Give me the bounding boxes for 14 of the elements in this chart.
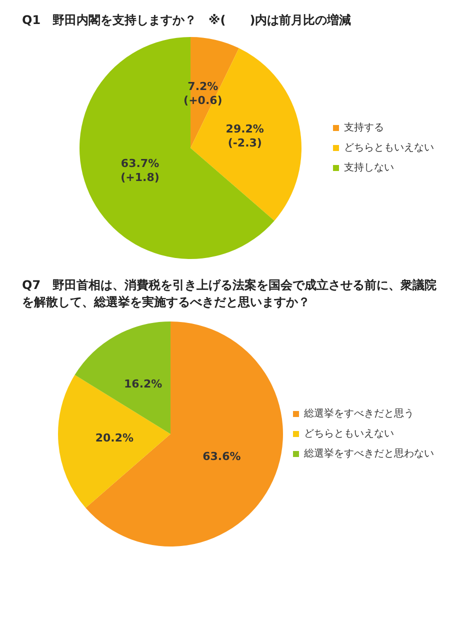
data-label: 29.2% (-2.3) bbox=[226, 122, 264, 150]
data-label: 20.2% bbox=[95, 432, 134, 445]
chart-title: Q1 野田内閣を支持しますか？ ※( )内は前月比の増減 bbox=[21, 12, 352, 29]
chart-title: Q7 野田首相は、消費税を引き上げる法案を国会で成立させる前に、衆議院を解散して、総選挙を実施するべきだと思いますか？ bbox=[21, 276, 438, 311]
legend-label: 総選挙をすべきだと思う bbox=[303, 408, 414, 420]
legend-label: 支持する bbox=[344, 121, 384, 134]
data-label: 63.6% bbox=[202, 450, 241, 464]
data-label: 7.2% (+0.6) bbox=[184, 80, 222, 107]
legend-label: 支持しない bbox=[344, 161, 394, 174]
data-label: 63.7% (+1.8) bbox=[120, 156, 160, 184]
legend-label: どちらともいえない bbox=[344, 142, 434, 154]
data-label: 16.2% bbox=[124, 378, 162, 392]
legend-label: 総選挙をすべきだと思わない bbox=[303, 448, 434, 460]
legend-label: どちらともいえない bbox=[304, 428, 394, 440]
